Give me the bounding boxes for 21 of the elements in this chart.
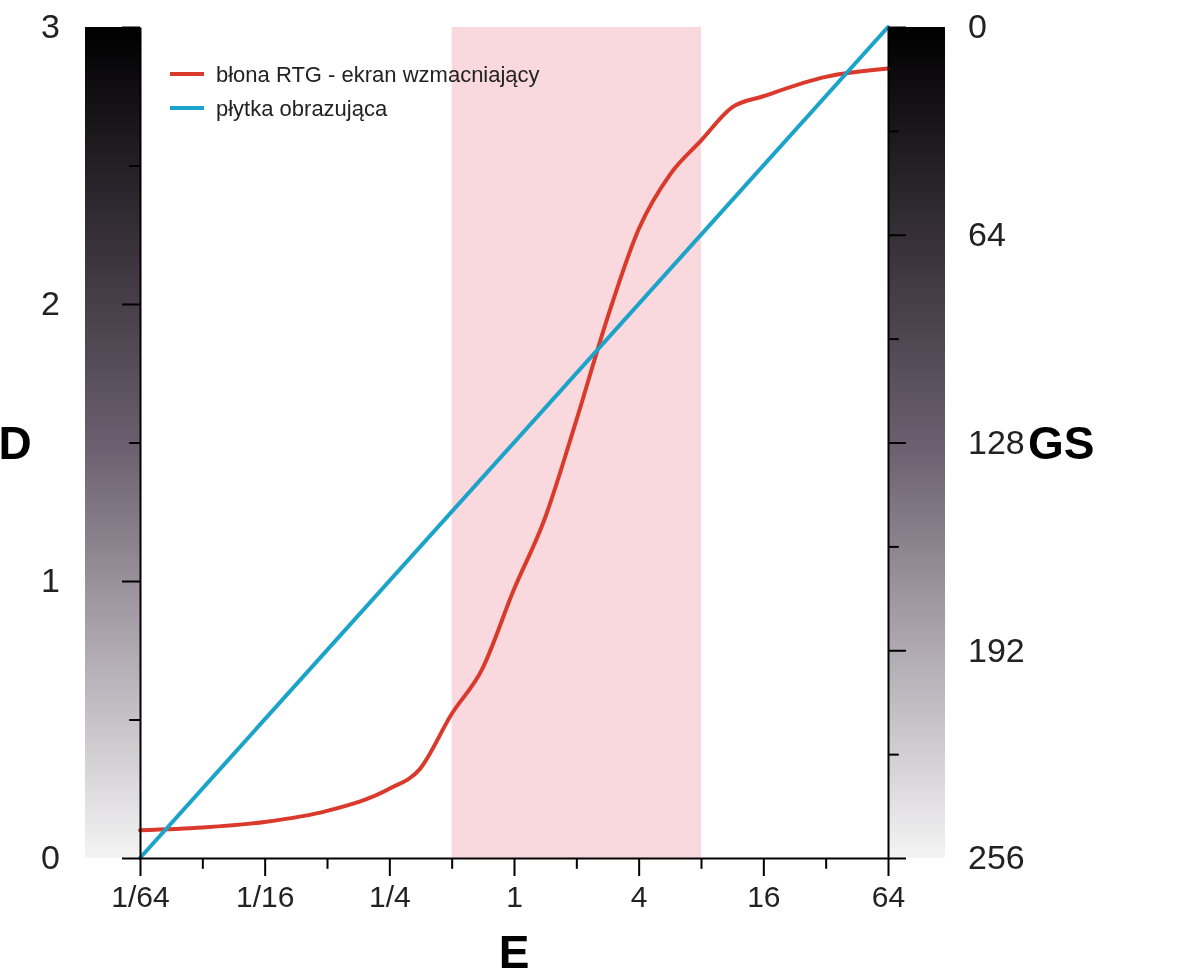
y-axis-title: D [0,416,32,469]
y2-tick-label: 128 [968,422,1025,461]
x-tick-label: 1/16 [235,880,295,914]
x-tick-label: 1 [506,880,523,914]
y2-axis-title: GS [1028,416,1095,469]
y-tick-label: 0 [41,838,60,877]
legend-label: płytka obrazująca [216,96,388,121]
x-tick-label: 1/64 [111,880,170,914]
x-tick-label: 1/4 [368,880,411,914]
y2-tick-label: 192 [968,630,1025,669]
x-tick-label: 64 [871,880,906,914]
y2-tick-label: 256 [968,838,1025,877]
y2-tick-label: 0 [968,7,987,46]
x-axis-title: E [498,926,530,973]
y-tick-label: 1 [41,561,60,600]
x-tick-label: 16 [747,880,781,914]
x-tick-label: 4 [630,880,648,914]
legend-label: błona RTG - ekran wzmacniający [216,62,540,87]
y-tick-label: 3 [41,7,60,46]
y-tick-label: 2 [41,284,60,323]
y2-tick-label: 64 [968,215,1006,254]
